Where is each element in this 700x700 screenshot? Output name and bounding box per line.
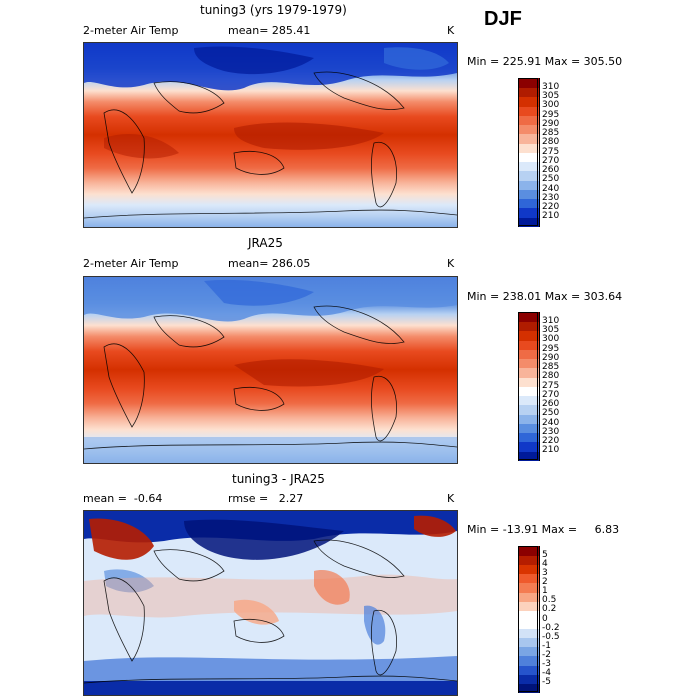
panel3-rmse-value: 2.27 bbox=[278, 492, 304, 505]
colorbar-tick-label: 305 bbox=[542, 325, 560, 335]
panel3-units: K bbox=[447, 492, 455, 505]
panel2-range: Min = 238.01 Max = 303.64 bbox=[467, 290, 623, 303]
panel2-colorbar: 310 305 300 295 290 285 280 275 270 260 250 240 230 2… bbox=[518, 312, 598, 461]
panel2-mean: mean= 286.05 bbox=[228, 257, 310, 270]
colorbar-tick-label: 0.2 bbox=[542, 604, 557, 615]
colorbar-tick-label: 4 bbox=[542, 558, 548, 569]
colorbar-tick-label: 285 bbox=[542, 362, 560, 372]
colorbar-tick-label: 275 bbox=[542, 380, 560, 391]
panel1-units: K bbox=[447, 24, 455, 37]
panel3-mean-value: -0.64 bbox=[133, 492, 163, 505]
colorbar-tick-label: 220 bbox=[542, 202, 560, 212]
colorbar-tick-label: 295 bbox=[542, 109, 560, 120]
panel3-mean-label: mean = bbox=[83, 492, 127, 505]
colorbar-tick-label: -0.5 bbox=[542, 631, 560, 642]
panel1-variable: 2-meter Air Temp bbox=[83, 24, 179, 37]
colorbar-tick-label: 280 bbox=[542, 371, 560, 382]
season-label: DJF bbox=[484, 8, 522, 30]
colorbar-tick-label: 5 bbox=[542, 549, 548, 560]
panel1-mean: mean= 285.41 bbox=[228, 24, 310, 37]
colorbar-tick-label: -3 bbox=[542, 659, 551, 670]
panel1-colorbar-frame bbox=[518, 78, 538, 226]
colorbar-tick-label: 250 bbox=[542, 408, 560, 419]
colorbar-tick-label: 260 bbox=[542, 165, 560, 175]
colorbar-tick-label: 300 bbox=[542, 100, 560, 111]
colorbar-tick-label: 210 bbox=[542, 445, 560, 456]
colorbar-tick-label: 230 bbox=[542, 426, 560, 437]
panel3-rmse-label: rmse = bbox=[228, 492, 269, 505]
panel3-map-graphic bbox=[84, 511, 457, 695]
panel3-map bbox=[83, 510, 458, 696]
colorbar-tick-label: 3 bbox=[542, 567, 548, 578]
panel3-title: tuning3 - JRA25 bbox=[232, 472, 325, 486]
colorbar-tick-label: 280 bbox=[542, 137, 560, 148]
colorbar-tick-label: 270 bbox=[542, 155, 560, 166]
panel1-range: Min = 225.91 Max = 305.50 bbox=[467, 55, 623, 68]
panel1-title: tuning3 (yrs 1979-1979) bbox=[200, 3, 347, 17]
colorbar-tick-label: 290 bbox=[542, 352, 560, 363]
colorbar-tick-label: 1 bbox=[542, 586, 548, 597]
panel2-map bbox=[83, 276, 458, 464]
colorbar-tick-label: -2 bbox=[542, 650, 551, 660]
panel1-map-graphic bbox=[84, 43, 457, 227]
colorbar-tick-label: 270 bbox=[542, 389, 560, 400]
panel3-range: Min = -13.91 Max = 6.83 bbox=[467, 523, 620, 536]
colorbar-tick-label: 0.5 bbox=[542, 595, 557, 606]
panel3-colorbar: 5 4 3 2 1 0.5 0.2 0 -0.2 -0.5 -1 -2 -3 -4 -5 bbox=[518, 546, 598, 693]
panel3-rmse: rmse = 2.27 bbox=[228, 492, 303, 505]
panel2-map-graphic bbox=[84, 277, 457, 463]
panel3-mean: mean = -0.64 bbox=[83, 492, 162, 505]
colorbar-tick-label: 285 bbox=[542, 128, 560, 138]
colorbar-tick-label: 0 bbox=[542, 613, 548, 624]
colorbar-tick-label: 310 bbox=[542, 81, 560, 92]
colorbar-tick-label: 240 bbox=[542, 183, 560, 194]
panel1-mean-label: mean= bbox=[228, 24, 269, 37]
panel2-variable: 2-meter Air Temp bbox=[83, 257, 179, 270]
panel2-mean-label: mean= bbox=[228, 257, 269, 270]
colorbar-tick-label: -4 bbox=[542, 668, 551, 679]
panel2-mean-value: 286.05 bbox=[271, 257, 311, 270]
colorbar-tick-label: 275 bbox=[542, 146, 560, 157]
panel1-colorbar: 310 305 300 295 290 285 280 275 270 260 250 240 230 2… bbox=[518, 78, 598, 227]
panel3-colorbar-frame bbox=[518, 546, 538, 692]
colorbar-tick-label: 300 bbox=[542, 334, 560, 345]
colorbar-tick-label: 240 bbox=[542, 417, 560, 428]
panel2-title: JRA25 bbox=[248, 236, 283, 250]
colorbar-tick-label: 210 bbox=[542, 211, 560, 222]
colorbar-tick-label: -0.2 bbox=[542, 622, 560, 633]
colorbar-tick-label: -1 bbox=[542, 640, 551, 651]
colorbar-tick-label: 295 bbox=[542, 343, 560, 354]
colorbar-tick-label: 220 bbox=[542, 436, 560, 446]
colorbar-tick-label: 305 bbox=[542, 91, 560, 101]
colorbar-tick-label: 2 bbox=[542, 577, 548, 587]
colorbar-tick-label: 290 bbox=[542, 118, 560, 129]
colorbar-tick-label: 250 bbox=[542, 174, 560, 185]
colorbar-tick-label: 310 bbox=[542, 315, 560, 326]
colorbar-tick-label: -5 bbox=[542, 677, 551, 688]
panel2-colorbar-frame bbox=[518, 312, 538, 460]
colorbar-tick-label: 230 bbox=[542, 192, 560, 203]
panel1-mean-value: 285.41 bbox=[271, 24, 311, 37]
colorbar-tick-label: 260 bbox=[542, 399, 560, 409]
panel1-map bbox=[83, 42, 458, 228]
panel2-units: K bbox=[447, 257, 455, 270]
